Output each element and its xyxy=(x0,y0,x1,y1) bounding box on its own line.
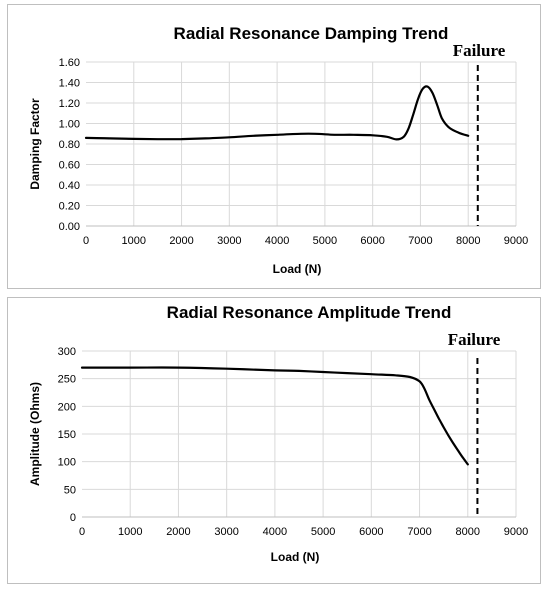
y-tick-label: 0.40 xyxy=(59,180,80,192)
x-tick-label: 3000 xyxy=(214,526,238,538)
x-tick-label: 6000 xyxy=(359,526,383,538)
y-tick-label: 100 xyxy=(58,457,76,469)
x-tick-label: 4000 xyxy=(265,235,289,247)
x-tick-label: 1000 xyxy=(122,235,146,247)
y-tick-label: 0.60 xyxy=(59,160,80,172)
x-tick-label: 5000 xyxy=(313,235,337,247)
x-tick-label: 5000 xyxy=(311,526,335,538)
series-line xyxy=(80,366,469,466)
y-tick-label: 0.80 xyxy=(59,139,80,151)
x-tick-label: 0 xyxy=(83,235,89,247)
y-tick-label: 150 xyxy=(58,429,76,441)
x-tick-label: 0 xyxy=(79,526,85,538)
y-tick-label: 300 xyxy=(58,346,76,358)
x-tick-label: 8000 xyxy=(456,235,480,247)
y-tick-label: 200 xyxy=(58,401,76,413)
y-axis-title: Damping Factor xyxy=(28,98,42,190)
x-tick-label: 2000 xyxy=(169,235,193,247)
y-axis-title: Amplitude (Ohms) xyxy=(28,382,42,486)
failure-annotation: Failure xyxy=(448,330,501,349)
x-tick-label: 8000 xyxy=(456,526,480,538)
failure-annotation: Failure xyxy=(453,41,506,60)
y-tick-label: 250 xyxy=(58,374,76,386)
y-tick-label: 50 xyxy=(64,484,76,496)
x-tick-label: 4000 xyxy=(263,526,287,538)
y-tick-label: 1.20 xyxy=(59,98,80,110)
y-tick-label: 1.00 xyxy=(59,119,80,131)
y-tick-label: 1.40 xyxy=(59,78,80,90)
damping-chart: Radial Resonance Damping Trend 0.00 0.20 0.… xyxy=(28,24,528,276)
series-line xyxy=(84,85,470,141)
y-tick-label: 1.60 xyxy=(59,57,80,69)
y-tick-label: 0.20 xyxy=(59,201,80,213)
amplitude-chart-panel: Radial Resonance Amplitude Trend 0 50 100 15… xyxy=(7,297,541,584)
y-tick-label: 0 xyxy=(70,512,76,524)
amplitude-chart: Radial Resonance Amplitude Trend 0 50 100 15… xyxy=(28,303,528,564)
x-tick-label: 2000 xyxy=(166,526,190,538)
x-tick-label: 9000 xyxy=(504,526,528,538)
x-tick-label: 1000 xyxy=(118,526,142,538)
chart-title: Radial Resonance Amplitude Trend xyxy=(167,303,452,322)
x-tick-label: 6000 xyxy=(360,235,384,247)
x-tick-label: 9000 xyxy=(504,235,528,247)
x-tick-label: 7000 xyxy=(408,235,432,247)
x-tick-label: 7000 xyxy=(407,526,431,538)
x-axis-title: Load (N) xyxy=(273,262,322,276)
y-tick-label: 0.00 xyxy=(59,221,80,233)
chart-title: Radial Resonance Damping Trend xyxy=(174,24,449,43)
x-tick-label: 3000 xyxy=(217,235,241,247)
damping-chart-panel: Radial Resonance Damping Trend 0.00 0.20 0.… xyxy=(7,4,541,289)
x-axis-title: Load (N) xyxy=(271,550,320,564)
